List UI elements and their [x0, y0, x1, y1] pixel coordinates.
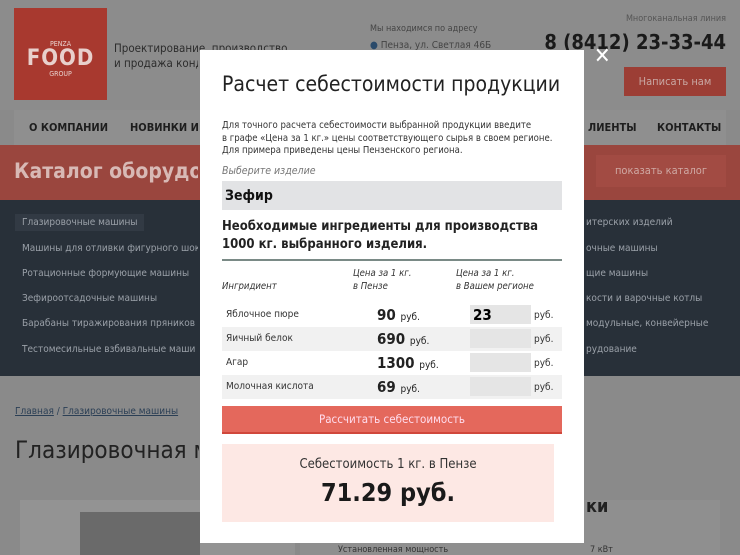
- nav-item[interactable]: ЛИЕНТЫ: [588, 121, 637, 134]
- divider: [222, 259, 562, 261]
- spec-value: 7 кВт: [590, 545, 613, 555]
- table-row: Молочная кислота 69 руб. руб.: [222, 375, 562, 399]
- logo-top: PENZA: [49, 40, 72, 48]
- catalog-item[interactable]: Барабаны тиражирования пряников: [22, 318, 196, 329]
- price-value: 90: [377, 306, 396, 324]
- penza-price: 1300 руб.: [377, 354, 439, 372]
- catalog-item[interactable]: Глазировочные машины: [15, 214, 145, 231]
- intro-line: Для примера приведены цены Пензенского р…: [222, 145, 463, 156]
- ingredient-name: Молочная кислота: [226, 381, 314, 392]
- tagline-line: и продажа конд: [114, 56, 198, 70]
- modal-intro: Для точного расчета себестоимости выбран…: [222, 120, 572, 158]
- calculate-button[interactable]: Рассчитать себестоимость: [222, 406, 562, 434]
- ingredients-heading: Необходимые ингредиенты для производства…: [222, 218, 562, 254]
- ingredient-name: Яичный белок: [226, 333, 293, 344]
- currency: руб.: [400, 312, 420, 323]
- ingredient-name: Агар: [226, 357, 249, 368]
- cost-calculator-modal: Расчет себестоимости продукции Для точно…: [200, 50, 584, 543]
- table-row: Агар 1300 руб. руб.: [222, 351, 562, 375]
- catalog-item[interactable]: Машины для отливки фигурного шок: [22, 243, 198, 254]
- currency: руб.: [419, 360, 439, 371]
- catalog-item[interactable]: Тестомесильные взбивальные маши: [22, 344, 196, 355]
- logo-main: FOOD: [26, 46, 95, 71]
- phone-label: Многоканальная линия: [625, 14, 726, 24]
- catalog-item[interactable]: рудование: [586, 344, 637, 355]
- address-label: Мы находимся по адресу: [370, 24, 478, 34]
- page-title: Глазировочная м: [15, 436, 199, 464]
- col-penza: Цена за 1 кг. в Пензе: [353, 268, 411, 293]
- penza-price: 690 руб.: [377, 330, 429, 348]
- breadcrumb-current[interactable]: Глазировочные машины: [62, 406, 179, 417]
- currency: руб.: [534, 358, 554, 369]
- currency: руб.: [400, 384, 420, 395]
- nav-item[interactable]: О КОМПАНИИ: [29, 121, 108, 134]
- close-icon[interactable]: ✕: [594, 44, 611, 69]
- col-line: Цена за 1 кг.: [353, 268, 412, 279]
- breadcrumb: Главная / Глазировочные машины: [15, 406, 179, 417]
- address-text: Пенза, ул. Светлая 46Б: [380, 40, 492, 51]
- result-label: Себестоимость 1 кг. в Пензе: [299, 457, 477, 472]
- spec-label: Установленная мощность: [338, 545, 449, 555]
- show-catalog-button[interactable]: показать каталог: [596, 155, 726, 187]
- address: ● Пенза, ул. Светлая 46Б: [370, 40, 491, 51]
- region-price-input[interactable]: [470, 305, 531, 324]
- result-value: 71.29 руб.: [321, 478, 455, 507]
- col-ingredient: Ингридиент: [222, 281, 277, 292]
- nav-item[interactable]: НОВИНКИ И СП: [130, 121, 218, 134]
- currency: руб.: [534, 334, 554, 345]
- write-us-button[interactable]: Написать нам: [624, 67, 726, 96]
- price-value: 69: [377, 378, 396, 396]
- catalog-item[interactable]: Зефироотсадочные машины: [22, 293, 158, 304]
- col-line: Цена за 1 кг.: [456, 268, 515, 279]
- ingredient-name: Яблочное пюре: [226, 309, 299, 320]
- logo[interactable]: PENZA FOOD GROUP: [14, 8, 107, 100]
- col-line: в Пензе: [353, 280, 388, 292]
- region-price-input[interactable]: [470, 353, 531, 372]
- catalog-item[interactable]: щие машины: [586, 268, 649, 279]
- region-price-input[interactable]: [470, 377, 531, 396]
- result-box: Себестоимость 1 кг. в Пензе 71.29 руб.: [222, 444, 554, 522]
- heading-line: 1000 кг. выбранного изделия.: [222, 237, 428, 252]
- product-select[interactable]: Зефир: [222, 181, 562, 210]
- logo-bottom: GROUP: [49, 70, 72, 78]
- catalog-item[interactable]: Ротационные формующие машины: [22, 268, 190, 279]
- catalog-item[interactable]: модульные, конвейерные: [586, 318, 709, 329]
- intro-line: в графе «Цена за 1 кг.» цены соответству…: [222, 132, 553, 144]
- spec-heading: ки: [586, 496, 609, 517]
- currency: руб.: [534, 382, 554, 393]
- table-header: Ингридиент Цена за 1 кг. в Пензе Цена за …: [222, 268, 562, 298]
- catalog-title: Каталог оборудов: [14, 159, 198, 183]
- catalog-item[interactable]: итерских изделий: [586, 217, 673, 228]
- col-region: Цена за 1 кг. в Вашем регионе: [456, 268, 534, 293]
- currency: руб.: [534, 310, 554, 321]
- table-row: Яичный белок 690 руб. руб.: [222, 327, 562, 351]
- intro-line: Для точного расчета себестоимости выбран…: [222, 120, 532, 131]
- currency: руб.: [409, 336, 430, 347]
- catalog-item[interactable]: очные машины: [586, 243, 658, 254]
- modal-title: Расчет себестоимости продукции: [222, 72, 561, 96]
- region-price-input[interactable]: [470, 329, 531, 348]
- penza-price: 90 руб.: [377, 306, 420, 324]
- breadcrumb-home[interactable]: Главная: [15, 406, 54, 417]
- penza-price: 69 руб.: [377, 378, 420, 396]
- select-label: Выберите изделие: [222, 165, 316, 177]
- nav-item[interactable]: КОНТАКТЫ: [657, 121, 722, 134]
- price-value: 690: [377, 330, 406, 348]
- heading-line: Необходимые ингредиенты для производства: [222, 219, 539, 234]
- catalog-item[interactable]: кости и варочные котлы: [586, 293, 703, 304]
- location-pin-icon: ●: [370, 40, 378, 51]
- price-value: 1300: [377, 354, 415, 372]
- col-line: в Вашем регионе: [456, 280, 534, 292]
